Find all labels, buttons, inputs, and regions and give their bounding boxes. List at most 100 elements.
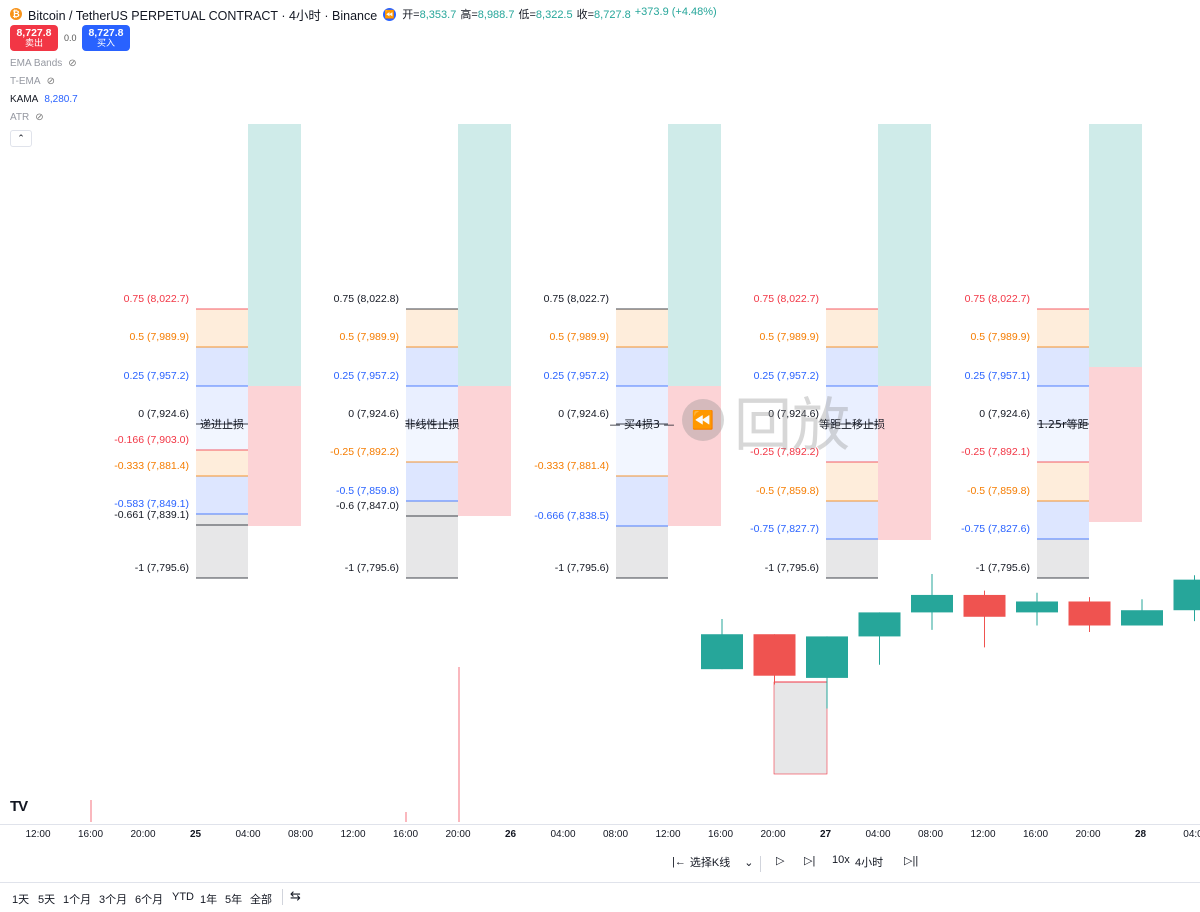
range-button[interactable]: YTD: [172, 891, 194, 903]
speed-select[interactable]: 10x: [832, 854, 850, 866]
fib-band: [826, 462, 878, 501]
time-axis-label: 16:00: [77, 829, 104, 840]
fib-band: [616, 476, 668, 526]
fib-tool-name: 非线性止损: [405, 417, 460, 431]
range-button[interactable]: 1年: [200, 894, 218, 906]
fib-band: [196, 347, 248, 386]
range-button[interactable]: 6个月: [135, 894, 164, 906]
range-button[interactable]: 5年: [225, 894, 243, 906]
fib-band: [826, 539, 878, 578]
time-axis-label: 08:00: [917, 829, 944, 840]
fib-band: [196, 424, 248, 450]
stop-zone: [878, 386, 931, 540]
replay-toolbar: |← 选择K线 ⌄ ▷ ▷| 10x 4小时 ▷||: [0, 850, 1200, 876]
range-bar: ⇆ 1天 5天 1个月 3个月 6个月 YTD 1年 5年 全部: [0, 882, 1200, 911]
indicator-atr[interactable]: ATR ⊘: [10, 112, 44, 123]
eye-hidden-icon[interactable]: ⊘: [46, 76, 55, 87]
fib-tool-name: 递进止损: [200, 417, 244, 431]
fib-level-label: -0.583 (7,849.1): [114, 498, 189, 510]
fib-level-label: 0 (7,924.6): [979, 408, 1030, 420]
candle-body: [858, 612, 901, 637]
time-axis-label: 20:00: [130, 829, 156, 840]
chevron-up-icon[interactable]: ⌃: [10, 130, 32, 147]
fib-level-label: -0.75 (7,827.6): [961, 523, 1030, 535]
fib-level-label: 0 (7,924.6): [558, 408, 609, 420]
fib-level-label: 0 (7,924.6): [768, 408, 819, 420]
replay-icon[interactable]: ⏪: [383, 7, 397, 21]
time-axis-label: 16:00: [707, 829, 734, 840]
time-axis-label: 04:00: [865, 829, 891, 840]
fib-band: [406, 424, 458, 462]
fib-band: [616, 347, 668, 386]
indicator-ema-bands[interactable]: EMA Bands ⊘: [10, 58, 77, 69]
fib-band: [616, 386, 668, 424]
fib-level-label: 0.25 (7,957.2): [544, 370, 609, 382]
target-zone: [878, 124, 931, 386]
time-axis-label: 16:00: [1022, 829, 1049, 840]
fib-level-label: 0.5 (7,989.9): [339, 331, 399, 343]
fib-level-label: 0.5 (7,989.9): [970, 331, 1030, 343]
fib-band: [196, 309, 248, 347]
step-forward-icon[interactable]: ▷|: [804, 855, 816, 867]
eye-hidden-icon[interactable]: ⊘: [68, 58, 77, 69]
fib-band: [406, 347, 458, 386]
fib-level-label: -1 (7,795.6): [135, 562, 189, 574]
calendar-goto-icon[interactable]: ⇆: [290, 888, 301, 903]
time-axis-label: 12:00: [655, 829, 681, 840]
range-button[interactable]: 3个月: [99, 894, 128, 906]
fib-level-label: 0.5 (7,989.9): [549, 331, 609, 343]
target-zone: [458, 124, 511, 386]
candle-body: [1068, 601, 1111, 626]
fib-band: [616, 424, 668, 476]
candle-body: [1173, 579, 1200, 611]
fib-level-label: 0.75 (8,022.8): [334, 293, 399, 305]
range-button[interactable]: 全部: [250, 894, 272, 906]
tradingview-logo: TV: [10, 798, 28, 815]
spread-value: 0.0: [64, 33, 77, 43]
fib-level-label: 0.25 (7,957.1): [965, 370, 1030, 382]
candle-body: [806, 636, 848, 678]
buy-button[interactable]: 8,727.8 买入: [82, 25, 130, 51]
stop-zone: [248, 386, 301, 526]
fib-band: [616, 526, 668, 578]
fib-level-label: -1 (7,795.6): [765, 562, 819, 574]
time-axis-label: 20:00: [1075, 829, 1101, 840]
time-axis-label: 26: [504, 829, 517, 840]
fib-level-label: -0.666 (7,838.5): [534, 510, 609, 522]
fib-level-label: -0.25 (7,892.2): [750, 446, 819, 458]
select-bar-button[interactable]: |← 选择K线 ⌄: [672, 856, 754, 869]
time-axis-label: 28: [1134, 829, 1147, 840]
fib-band: [1037, 539, 1089, 578]
replay-watermark: ⏪ 回放: [682, 378, 850, 462]
jump-to-realtime-icon[interactable]: ▷||: [904, 855, 919, 867]
range-button[interactable]: 5天: [38, 894, 56, 906]
range-button[interactable]: 1天: [12, 894, 30, 906]
fib-band: [1037, 462, 1089, 501]
bitcoin-icon: ₿: [10, 8, 22, 20]
fib-level-label: 0.25 (7,957.2): [754, 370, 819, 382]
time-axis-label: 04:00: [550, 829, 576, 840]
time-axis[interactable]: 12:00 16:00 20:00 25 04:00 08:00 12:00 16:00 20:…: [0, 824, 1200, 845]
time-axis-label: 04:00: [235, 829, 261, 840]
fib-level-label: 0.75 (8,022.7): [124, 293, 189, 305]
candle-body: [753, 634, 796, 676]
sell-button[interactable]: 8,727.8 卖出: [10, 25, 58, 51]
fib-level-label: -0.5 (7,859.8): [756, 485, 819, 497]
fib-band: [196, 450, 248, 476]
time-axis-label: 12:00: [25, 829, 51, 840]
indicator-t-ema[interactable]: T-EMA ⊘: [10, 76, 55, 87]
eye-hidden-icon[interactable]: ⊘: [35, 112, 44, 123]
range-button[interactable]: 1个月: [63, 894, 92, 906]
fib-tool-name: — 买4损3 —: [610, 417, 675, 431]
fib-level-label: -0.333 (7,881.4): [534, 460, 609, 472]
price-chart[interactable]: 0.75 (8,022.7) 0.5 (7,989.9) 0.25 (7,957.2…: [0, 0, 1200, 824]
time-axis-label: 04:0: [1183, 829, 1200, 840]
symbol-title[interactable]: Bitcoin / TetherUS PERPETUAL CONTRACT · …: [28, 8, 378, 23]
stop-zone: [668, 386, 721, 526]
indicator-kama[interactable]: KAMA 8,280.7: [10, 94, 78, 105]
fib-band: [196, 514, 248, 525]
interval-select[interactable]: 4小时: [855, 857, 884, 869]
fib-band: [826, 424, 878, 462]
candle-body: [911, 594, 953, 613]
play-icon[interactable]: ▷: [776, 855, 785, 867]
